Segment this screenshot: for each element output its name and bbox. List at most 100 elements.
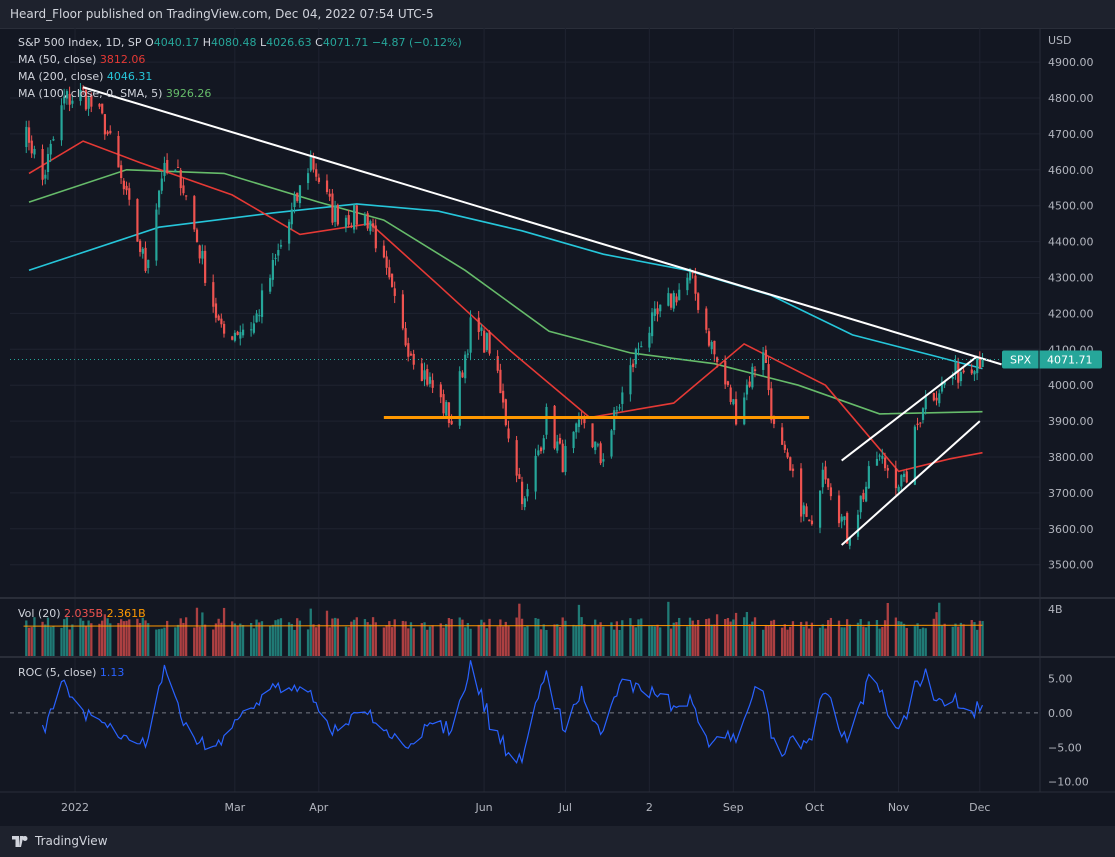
candle-body	[128, 188, 131, 200]
volume-bar	[109, 623, 112, 656]
candle-body	[751, 366, 754, 388]
volume-bar	[558, 627, 562, 656]
candle-body	[293, 195, 296, 208]
ma50-label: MA (50, close)	[18, 53, 97, 66]
volume-bar	[696, 619, 700, 656]
volume-label: Vol (20)	[18, 607, 61, 620]
volume-bar	[409, 622, 413, 656]
volume-bar	[591, 624, 594, 656]
candle-body	[924, 396, 927, 410]
candle-body	[867, 466, 870, 489]
candlesticks[interactable]	[25, 83, 984, 550]
volume-bar	[827, 620, 830, 656]
volume-bar	[935, 612, 938, 656]
volume-bar	[724, 619, 727, 656]
candle-body	[60, 105, 63, 141]
candle-body	[748, 381, 751, 387]
volume-bar	[780, 627, 784, 656]
volume-bar	[631, 625, 635, 656]
volume-bar	[501, 626, 505, 656]
candle-body	[564, 446, 567, 472]
candle-body	[174, 170, 177, 172]
candle-body	[488, 331, 491, 354]
ma50-legend: MA (50, close) 3812.06	[18, 53, 145, 66]
volume-bar	[542, 624, 545, 656]
volume-bar	[155, 629, 158, 656]
candle-body	[82, 87, 85, 90]
candle-body	[277, 250, 280, 256]
volume-bar	[466, 623, 470, 656]
candle-body	[837, 495, 841, 524]
channel-line	[841, 355, 978, 462]
volume-bar	[802, 626, 805, 656]
tradingview-brand[interactable]: TradingView	[12, 834, 108, 848]
volume-bar	[222, 607, 226, 656]
candle-body	[325, 180, 329, 193]
volume-bar	[287, 622, 291, 656]
candle-body	[651, 312, 654, 337]
drawings[interactable]	[10, 86, 1040, 546]
volume-bar	[231, 621, 234, 656]
volume-bar	[577, 604, 581, 656]
volume-bar	[176, 624, 180, 656]
open-value: 4040.17	[153, 36, 200, 49]
candle-body	[558, 437, 562, 444]
volume-bar	[469, 628, 472, 656]
candle-body	[599, 443, 602, 464]
candle-body	[770, 388, 773, 421]
time-tick-label: Oct	[805, 801, 825, 814]
candle-body	[298, 185, 302, 204]
volume-bar	[772, 619, 776, 656]
volume-bar	[41, 621, 44, 656]
candle-body	[591, 423, 594, 448]
candle-body	[125, 185, 128, 191]
candle-body	[829, 487, 833, 497]
volume-bar	[829, 617, 833, 656]
volume-bar	[401, 620, 405, 656]
candle-body	[106, 131, 109, 135]
candle-body	[523, 498, 526, 508]
candle-body	[141, 248, 144, 254]
candle-body	[572, 431, 575, 449]
candle-body	[656, 308, 659, 315]
candle-body	[317, 177, 321, 182]
price-tick-label: 3800.00	[1048, 451, 1094, 464]
time-tick-label: Nov	[888, 801, 910, 814]
candle-body	[772, 418, 776, 424]
volume-bar	[875, 619, 879, 656]
volume-bar	[938, 602, 941, 656]
price-tick-label: 4000.00	[1048, 379, 1094, 392]
currency-label: USD	[1048, 34, 1072, 47]
candle-body	[791, 468, 795, 471]
volume-bar	[621, 620, 624, 656]
volume-bar	[837, 620, 841, 656]
volume-bar	[791, 621, 795, 656]
volume-bar	[426, 629, 429, 656]
volume-bar	[404, 621, 407, 656]
candle-body	[385, 256, 388, 268]
candle-body	[439, 384, 442, 398]
candle-body	[239, 332, 242, 339]
time-tick-label: Jun	[474, 801, 492, 814]
chart-canvas[interactable]: 4B 5.00 0.00 −5.00 −10.00 USD 3500.00 3600.00…	[0, 28, 1115, 826]
volume-bar	[545, 629, 548, 656]
tradingview-logo-icon	[12, 835, 28, 847]
volume-bar	[637, 619, 640, 656]
volume-bar	[136, 618, 139, 656]
ma200-legend: MA (200, close) 4046.31	[18, 70, 152, 83]
volume-bar	[30, 627, 33, 656]
candle-body	[575, 423, 578, 433]
candle-body	[496, 356, 499, 371]
candle-body	[182, 185, 185, 194]
candle-body	[390, 273, 394, 287]
volume-bar	[786, 629, 789, 656]
volume-bar	[845, 619, 849, 656]
volume-bar	[523, 627, 526, 656]
volume-bar	[691, 620, 694, 656]
brand-label: TradingView	[35, 834, 108, 848]
roc-pane: 5.00 0.00 −5.00 −10.00	[10, 660, 1089, 789]
volume-bar	[296, 618, 299, 656]
candle-body	[935, 397, 938, 401]
volume-bar	[331, 618, 334, 656]
time-tick-label: 2022	[61, 801, 89, 814]
